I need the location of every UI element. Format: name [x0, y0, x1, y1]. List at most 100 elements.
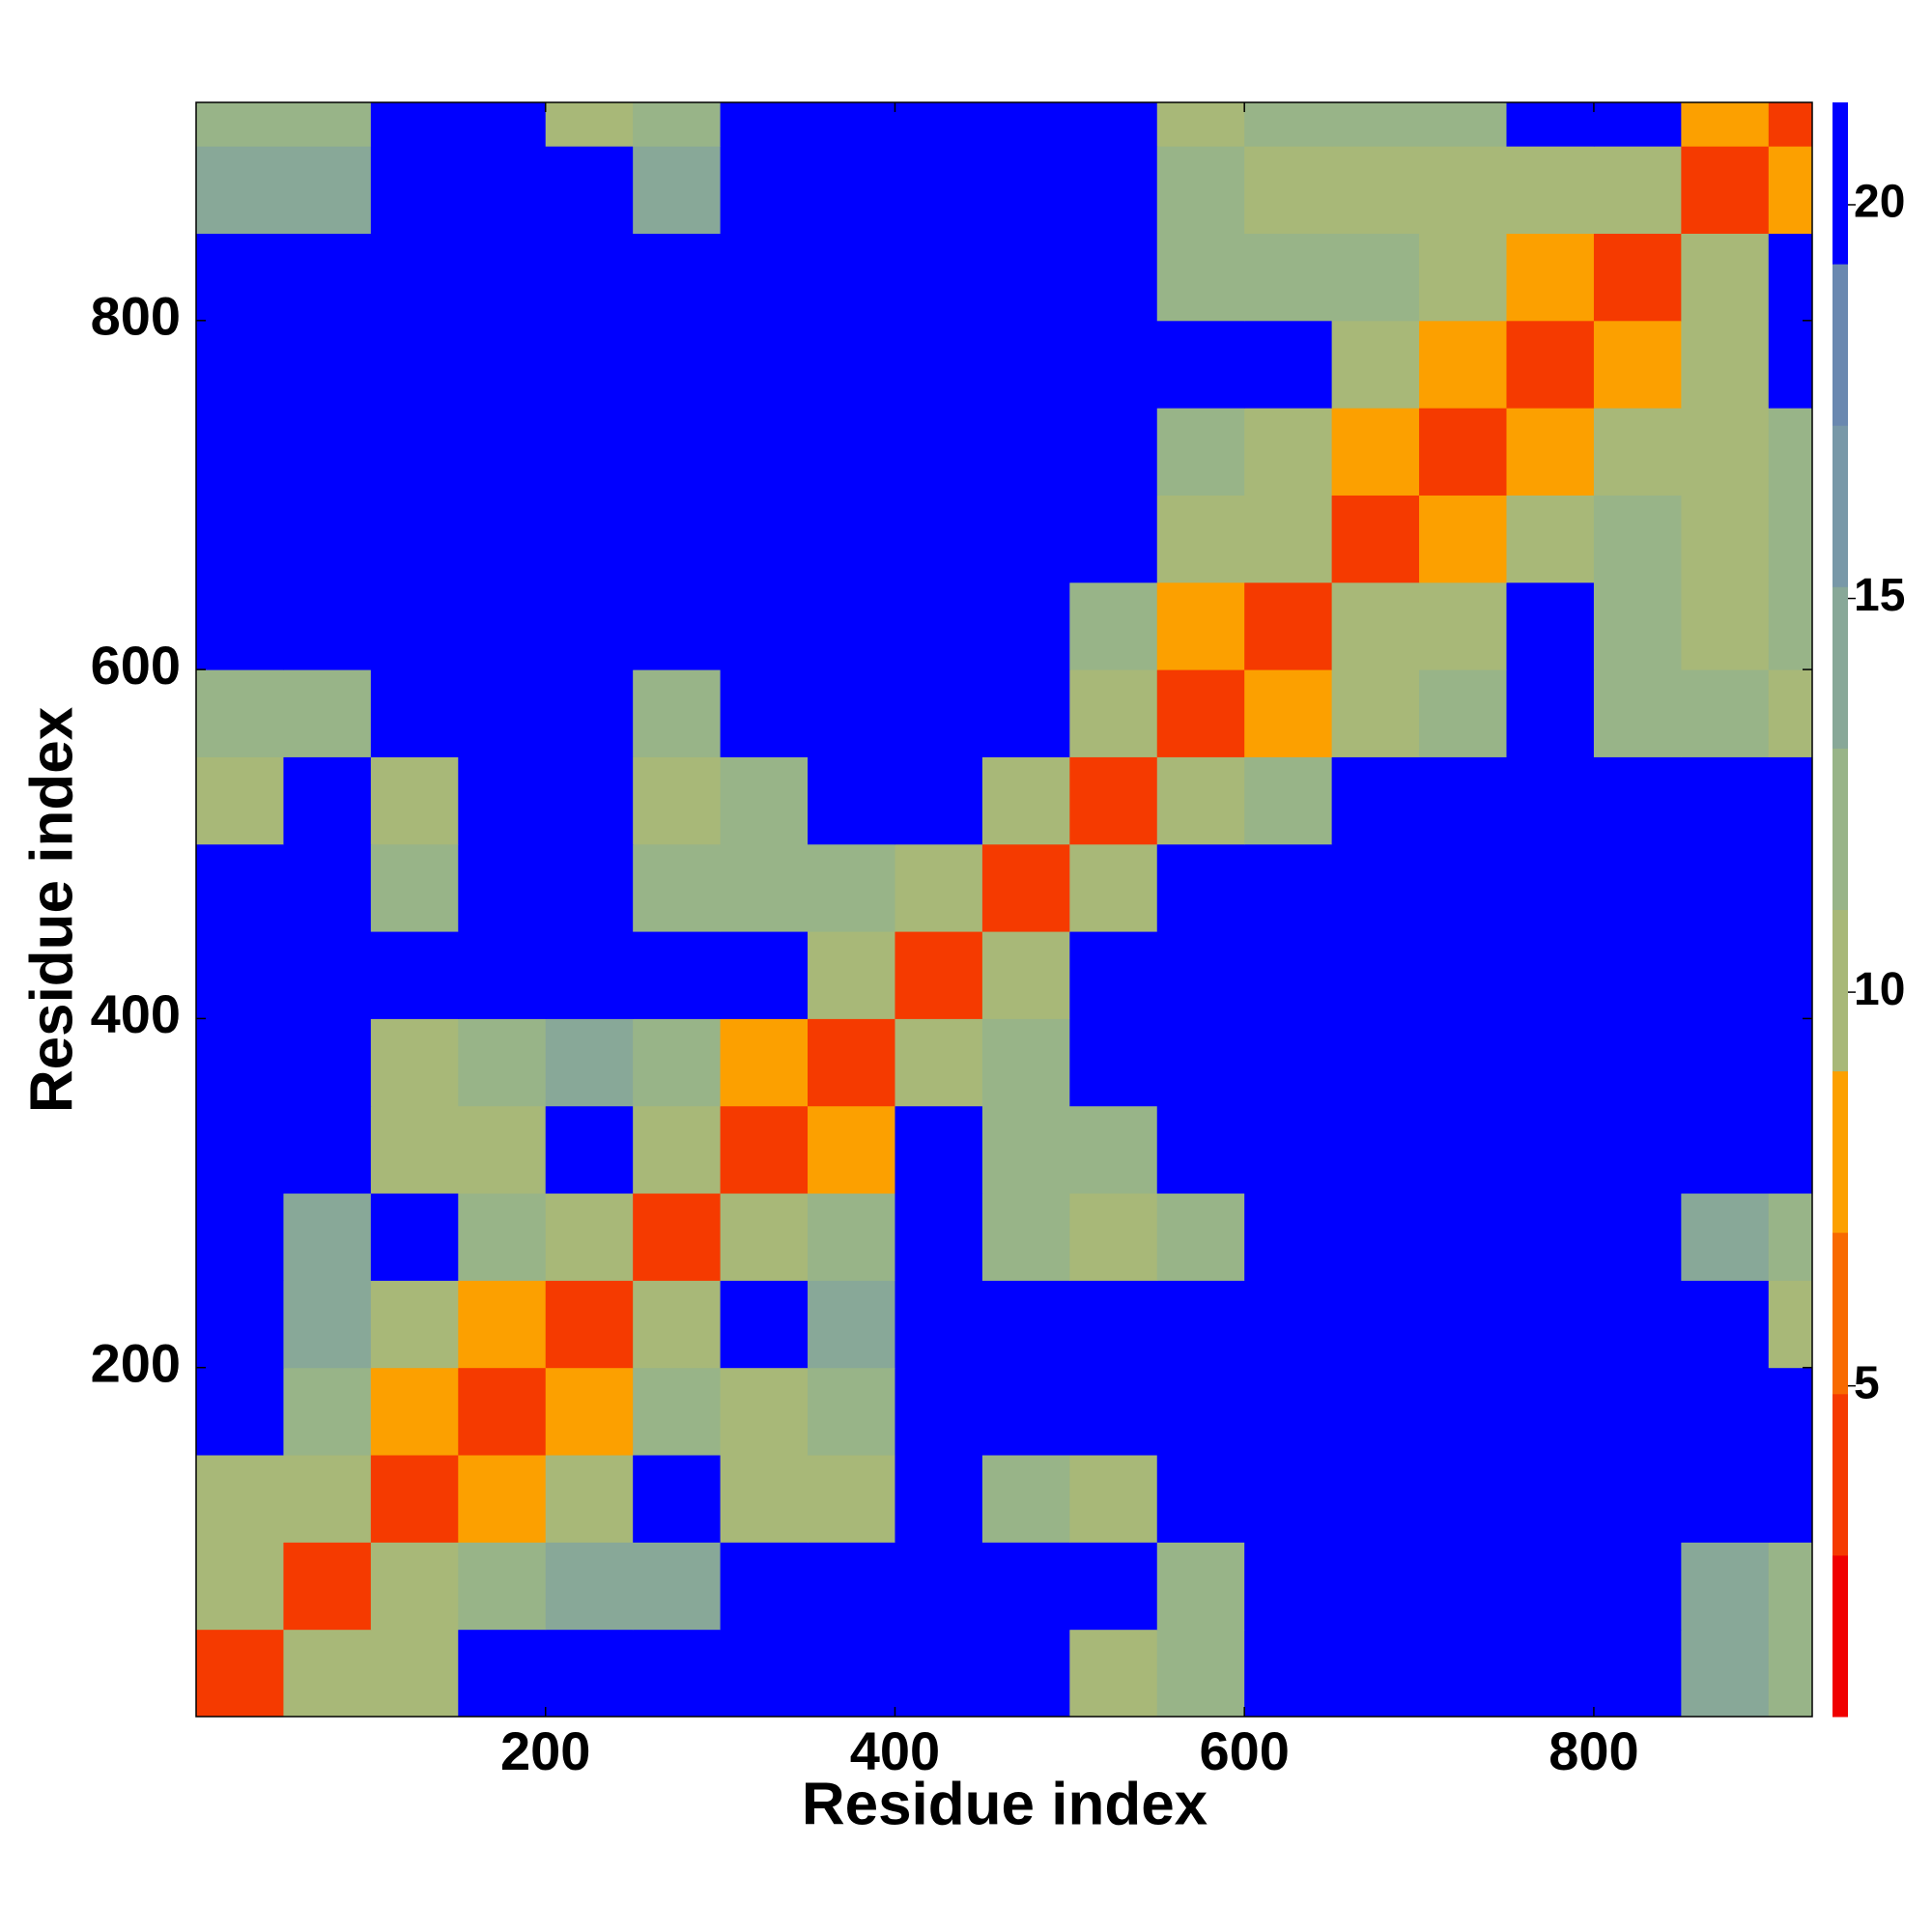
heatmap-cell: [808, 1542, 895, 1631]
heatmap-cell: [1156, 1367, 1245, 1456]
heatmap-cell: [1244, 408, 1333, 496]
heatmap-cell: [981, 1018, 1070, 1107]
heatmap-cell: [1681, 408, 1770, 496]
heatmap-cell: [1506, 1018, 1595, 1107]
heatmap-cell: [981, 1193, 1070, 1281]
heatmap-cell: [720, 1018, 809, 1107]
heatmap-cell: [545, 495, 634, 583]
heatmap-cell: [1593, 146, 1682, 234]
heatmap-cell: [1156, 843, 1245, 932]
heatmap-cell: [895, 1455, 983, 1543]
heatmap-cell: [720, 146, 809, 234]
heatmap-cell: [720, 1367, 809, 1456]
heatmap-cell: [458, 582, 547, 670]
heatmap-cell: [458, 843, 547, 932]
heatmap-cell: [1506, 1105, 1595, 1194]
heatmap-cell: [1593, 1367, 1682, 1456]
heatmap-cell: [633, 1629, 722, 1718]
heatmap-cell: [808, 102, 895, 147]
heatmap-cell: [196, 320, 284, 409]
heatmap-cell: [895, 1018, 983, 1107]
heatmap-cell: [1244, 233, 1333, 322]
heatmap-cell: [196, 1629, 284, 1718]
heatmap-cell: [895, 233, 983, 322]
heatmap-cell: [196, 931, 284, 1019]
colorbar-band: [1833, 102, 1848, 265]
heatmap-cell: [1768, 843, 1813, 932]
heatmap-cell: [1156, 1455, 1245, 1543]
heatmap-cell: [370, 320, 459, 409]
heatmap-cell: [545, 233, 634, 322]
heatmap-cell: [1593, 1105, 1682, 1194]
heatmap-cell: [1331, 146, 1420, 234]
heatmap-cell: [545, 669, 634, 757]
heatmap-cell: [1244, 495, 1333, 583]
heatmap-cell: [370, 669, 459, 757]
colorbar-band: [1833, 425, 1848, 587]
heatmap-cell: [196, 1455, 284, 1543]
heatmap-cell: [458, 1193, 547, 1281]
heatmap-cell: [370, 843, 459, 932]
heatmap-cell: [370, 1367, 459, 1456]
heatmap-cell: [981, 233, 1070, 322]
heatmap-cell: [1244, 1280, 1333, 1369]
heatmap-cell: [1768, 1193, 1813, 1281]
heatmap-cell: [1593, 1018, 1682, 1107]
heatmap-cell: [1593, 1193, 1682, 1281]
heatmap-cell: [458, 233, 547, 322]
heatmap-cell: [545, 1629, 634, 1718]
heatmap-cell: [1681, 1455, 1770, 1543]
heatmap-cell: [1768, 931, 1813, 1019]
heatmap-cell: [720, 1193, 809, 1281]
heatmap-cell: [981, 146, 1070, 234]
heatmap-cell: [633, 320, 722, 409]
heatmap-cell: [1244, 146, 1333, 234]
heatmap-cell: [1331, 843, 1420, 932]
heatmap-cell: [545, 320, 634, 409]
y-axis-title: Residue index: [18, 706, 85, 1113]
heatmap-cell: [1681, 146, 1770, 234]
heatmap-cell: [1419, 1280, 1507, 1369]
heatmap-cell: [1069, 582, 1158, 670]
heatmap-cell: [1069, 1105, 1158, 1194]
heatmap-cell: [1069, 843, 1158, 932]
heatmap-cell: [808, 931, 895, 1019]
heatmap-cell: [981, 756, 1070, 845]
heatmap-cell: [1681, 1367, 1770, 1456]
heatmap-cell: [1244, 320, 1333, 409]
heatmap-cell: [283, 495, 372, 583]
heatmap-cell: [458, 1018, 547, 1107]
heatmap-cell: [1593, 931, 1682, 1019]
heatmap-cell: [1331, 1018, 1420, 1107]
heatmap-cell: [633, 931, 722, 1019]
colorbar-band: [1833, 1070, 1848, 1234]
heatmap-cell: [458, 1280, 547, 1369]
heatmap-cell: [370, 233, 459, 322]
heatmap-cell: [1681, 320, 1770, 409]
heatmap-cell: [633, 669, 722, 757]
heatmap-cell: [283, 1542, 372, 1631]
heatmap-cell: [1768, 320, 1813, 409]
heatmap-cell: [808, 582, 895, 670]
heatmap-cell: [633, 408, 722, 496]
heatmap-cell: [981, 1455, 1070, 1543]
heatmap-cell: [1244, 931, 1333, 1019]
colorbar-tick-label: 5: [1854, 1357, 1880, 1408]
heatmap-cell: [283, 931, 372, 1019]
heatmap-cell: [458, 408, 547, 496]
heatmap-cell: [196, 1280, 284, 1369]
heatmap-cell: [370, 1018, 459, 1107]
heatmap-cell: [895, 582, 983, 670]
heatmap-cell: [545, 843, 634, 932]
heatmap-cell: [720, 320, 809, 409]
heatmap-cell: [545, 1018, 634, 1107]
heatmap-cell: [1768, 408, 1813, 496]
heatmap-cell: [808, 320, 895, 409]
heatmap-cell: [1506, 102, 1595, 147]
heatmap-cell: [1681, 756, 1770, 845]
heatmap-cell: [196, 1105, 284, 1194]
heatmap-cell: [1069, 320, 1158, 409]
heatmap-cell: [545, 756, 634, 845]
heatmap-cell: [895, 320, 983, 409]
heatmap-cell: [1069, 1542, 1158, 1631]
